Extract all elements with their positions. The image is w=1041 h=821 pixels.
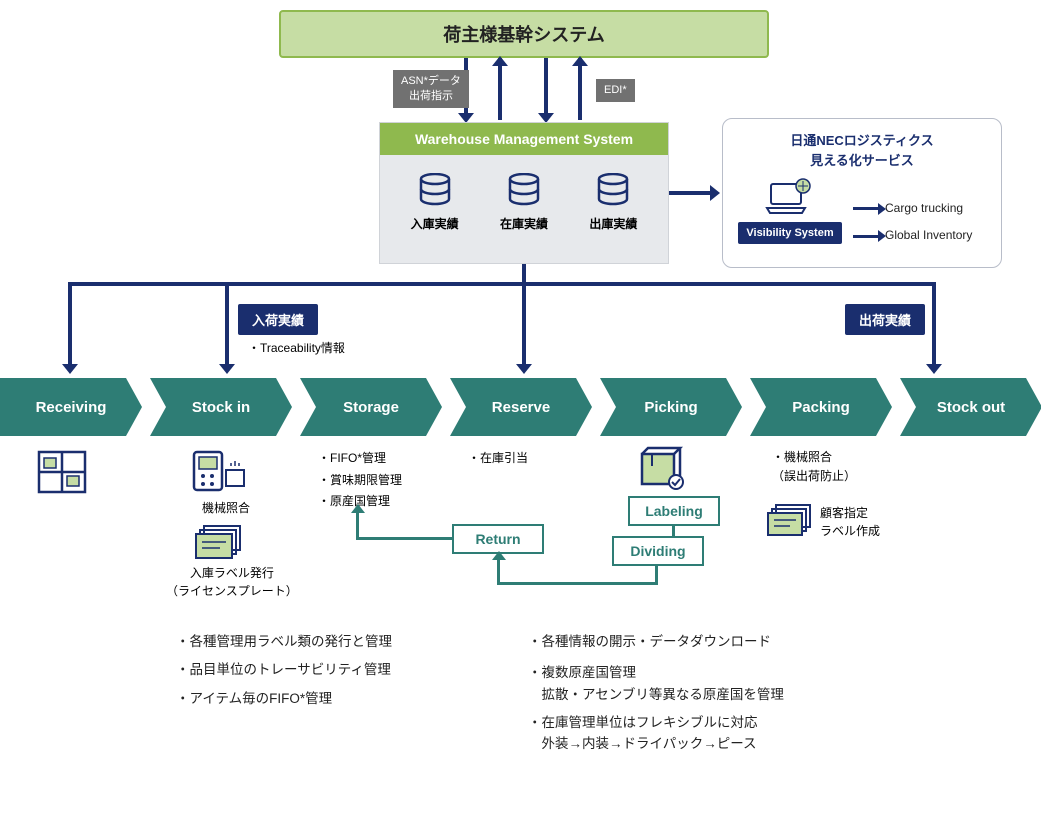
database-icon bbox=[417, 173, 453, 207]
visibility-title-1: 日通NECロジスティクス bbox=[737, 131, 987, 151]
stockin-note-2: 入庫ラベル発行 （ライセンスプレート） bbox=[166, 564, 298, 600]
packing-notes: ・機械照合 （誤出荷防止） bbox=[772, 448, 856, 486]
dividing-label: Dividing bbox=[630, 543, 685, 559]
inbound-tag: 入荷実績 bbox=[238, 304, 318, 335]
visibility-box: 日通NECロジスティクス 見える化サービス Visibility System … bbox=[722, 118, 1002, 268]
packing-label-note: 顧客指定 ラベル作成 bbox=[820, 504, 880, 540]
db-label: 入庫実績 bbox=[411, 215, 459, 232]
connector bbox=[932, 282, 936, 370]
labeling-label: Labeling bbox=[645, 503, 703, 519]
connector bbox=[68, 282, 72, 370]
arrow-head bbox=[62, 364, 78, 374]
visibility-out-2: Global Inventory bbox=[885, 228, 972, 244]
arrow-head bbox=[926, 364, 942, 374]
wms-db-item: 出庫実績 bbox=[589, 173, 637, 232]
step-picking: Picking bbox=[600, 378, 742, 436]
connector bbox=[672, 526, 675, 536]
step-label: Receiving bbox=[36, 399, 107, 416]
bullet: ・在庫管理単位はフレキシブルに対応 外装→内装→ドライパック→ピース bbox=[528, 712, 784, 755]
traceability-note: ・Traceability情報 bbox=[248, 338, 345, 360]
database-icon bbox=[595, 173, 631, 207]
connector bbox=[356, 537, 452, 540]
bullet: ・各種情報の開示・データダウンロード bbox=[528, 628, 784, 656]
step-label: Packing bbox=[792, 399, 850, 416]
arrow-head bbox=[492, 551, 506, 560]
connector bbox=[356, 510, 359, 540]
visibility-badge: Visibility System bbox=[738, 222, 841, 244]
arrow-head bbox=[572, 56, 588, 66]
shipper-system-title: 荷主様基幹システム bbox=[443, 21, 604, 47]
mini-arrow bbox=[853, 235, 879, 238]
laptop-globe-icon bbox=[765, 178, 815, 216]
step-stockin: Stock in bbox=[150, 378, 292, 436]
arrow-head bbox=[710, 185, 720, 201]
connector bbox=[225, 282, 229, 370]
return-box: Return bbox=[452, 524, 544, 554]
arrow-head bbox=[351, 504, 365, 513]
return-label: Return bbox=[475, 531, 520, 547]
box-check-icon bbox=[638, 446, 686, 490]
connector bbox=[498, 58, 502, 120]
bullets-right: ・各種情報の開示・データダウンロード ・複数原産国管理 拡散・アセンブリ等異なる… bbox=[528, 628, 784, 755]
bullet: ・アイテム毎のFIFO*管理 bbox=[176, 685, 392, 713]
arrow-head bbox=[492, 56, 508, 66]
label-stack-icon bbox=[766, 502, 814, 538]
shelf-icon bbox=[35, 448, 89, 496]
arrow-head bbox=[219, 364, 235, 374]
wms-title: Warehouse Management System bbox=[380, 123, 668, 155]
bullet: ・品目単位のトレーサビリティ管理 bbox=[176, 656, 392, 684]
bullet: ・各種管理用ラベル類の発行と管理 bbox=[176, 628, 392, 656]
step-label: Stock out bbox=[937, 399, 1005, 416]
step-packing: Packing bbox=[750, 378, 892, 436]
connector bbox=[544, 58, 548, 120]
scanner-icon bbox=[190, 448, 248, 494]
connector bbox=[522, 264, 526, 370]
labeling-box: Labeling bbox=[628, 496, 720, 526]
connector bbox=[497, 582, 657, 585]
connector bbox=[655, 566, 658, 585]
wms-db-item: 在庫実績 bbox=[500, 173, 548, 232]
wms-db-item: 入庫実績 bbox=[411, 173, 459, 232]
reserve-notes: ・在庫引当 bbox=[468, 448, 528, 470]
mini-arrow bbox=[853, 207, 879, 210]
step-label: Reserve bbox=[492, 399, 550, 416]
visibility-title-2: 見える化サービス bbox=[737, 151, 987, 171]
edi-tag: EDI* bbox=[596, 79, 635, 102]
shipper-system-box: 荷主様基幹システム bbox=[279, 10, 769, 58]
step-storage: Storage bbox=[300, 378, 442, 436]
step-label: Picking bbox=[644, 399, 697, 416]
connector bbox=[68, 282, 936, 286]
connector bbox=[578, 58, 582, 120]
visibility-out-1: Cargo trucking bbox=[885, 201, 963, 217]
bullet: ・複数原産国管理 拡散・アセンブリ等異なる原産国を管理 bbox=[528, 662, 784, 705]
connector bbox=[669, 191, 713, 195]
db-label: 在庫実績 bbox=[500, 215, 548, 232]
arrow-head bbox=[516, 364, 532, 374]
outbound-tag: 出荷実績 bbox=[845, 304, 925, 335]
dividing-box: Dividing bbox=[612, 536, 704, 566]
asn-tag: ASN*データ 出荷指示 bbox=[393, 70, 469, 108]
step-stockout: Stock out bbox=[900, 378, 1041, 436]
step-label: Stock in bbox=[192, 399, 250, 416]
step-receiving: Receiving bbox=[0, 378, 142, 436]
database-icon bbox=[506, 173, 542, 207]
wms-box: Warehouse Management System 入庫実績 在庫実績 出庫… bbox=[379, 122, 669, 264]
step-reserve: Reserve bbox=[450, 378, 592, 436]
label-icon bbox=[192, 522, 244, 562]
bullets-left: ・各種管理用ラベル類の発行と管理 ・品目単位のトレーサビリティ管理 ・アイテム毎… bbox=[176, 628, 392, 713]
stockin-note-1: 機械照合 bbox=[202, 498, 250, 520]
db-label: 出庫実績 bbox=[589, 215, 637, 232]
step-label: Storage bbox=[343, 399, 399, 416]
